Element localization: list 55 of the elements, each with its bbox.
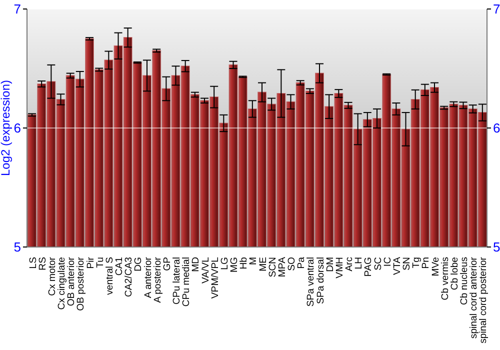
- x-tick-label: LS: [28, 257, 39, 269]
- x-tick-label: VPM/VPL: [210, 256, 221, 299]
- x-tick-label: Pir: [85, 256, 96, 269]
- x-tick-label: VMH: [334, 256, 346, 278]
- x-tick-label: SN: [402, 256, 413, 270]
- x-tick-label: DG: [133, 257, 144, 272]
- x-tick-label: DM: [324, 256, 336, 272]
- x-tick-label: CA2/CA3: [124, 257, 135, 297]
- x-tick-label: Cx cingulate: [56, 257, 68, 310]
- x-tick-label: CPu lateral: [172, 257, 183, 304]
- x-tick-label: Pa: [296, 256, 308, 269]
- x-tick-label: M: [248, 257, 260, 265]
- y-tick-label: 7: [14, 2, 21, 17]
- x-tick-label: VTA: [392, 256, 403, 275]
- x-tick-label: LH: [354, 256, 365, 270]
- x-tick-label: CA1: [114, 257, 126, 276]
- y-tick-label: 5: [14, 240, 21, 255]
- x-tick-label: OB posterior: [76, 256, 87, 311]
- x-tick-label: SO: [286, 257, 298, 271]
- x-tick-label: A posterior: [152, 256, 164, 303]
- x-tick-label: RS: [37, 257, 48, 270]
- x-tick-label: SPa dorsal: [315, 257, 326, 304]
- x-tick-label: A anterior: [142, 256, 154, 298]
- x-tick-label: Cb vermis: [440, 256, 451, 300]
- x-tick-label: MD: [190, 256, 202, 272]
- x-tick-label: OB anterior: [66, 256, 78, 306]
- x-tick-label: Hb: [238, 257, 250, 270]
- x-tick-label: MPA: [276, 256, 288, 278]
- x-tick-label: spinal cord anterior: [468, 256, 480, 339]
- y-tick-label: 6: [14, 120, 21, 136]
- x-tick-label: ventral S: [104, 257, 116, 295]
- x-tick-label: Cb lobe: [449, 257, 460, 290]
- y2-tick-label: 5: [493, 240, 500, 255]
- x-tick-label: LG: [219, 257, 230, 270]
- x-tick-label: Tu: [94, 257, 106, 268]
- x-tick-label: Arc: [344, 256, 356, 272]
- y2-tick-label: 6: [493, 120, 500, 136]
- x-tick-label: Tg: [411, 257, 422, 268]
- x-tick-label: SC: [372, 256, 384, 270]
- x-tick-label: IC: [382, 256, 394, 267]
- x-tick-label: ME: [258, 257, 269, 272]
- x-tick-label: GP: [162, 257, 173, 271]
- x-tick-label: MG: [229, 257, 240, 272]
- x-tick-label: SCN: [267, 256, 278, 278]
- x-tick-label: Cx motor: [46, 256, 58, 296]
- x-tick-label: Pn: [420, 257, 432, 269]
- x-tick-label: Cb nucleus: [459, 256, 470, 305]
- x-tick-label: spinal cord posterior: [478, 256, 490, 344]
- y2-tick-label: 7: [493, 2, 500, 17]
- x-tick-label: MVe: [430, 257, 442, 276]
- x-tick-label: CPu medial: [181, 257, 192, 307]
- y-axis-title: Log2 (expression): [0, 80, 12, 176]
- x-tick-label: SPa ventral: [306, 257, 317, 307]
- x-tick-label: PAG: [363, 257, 374, 277]
- x-tick-label: VA/VL: [200, 256, 212, 284]
